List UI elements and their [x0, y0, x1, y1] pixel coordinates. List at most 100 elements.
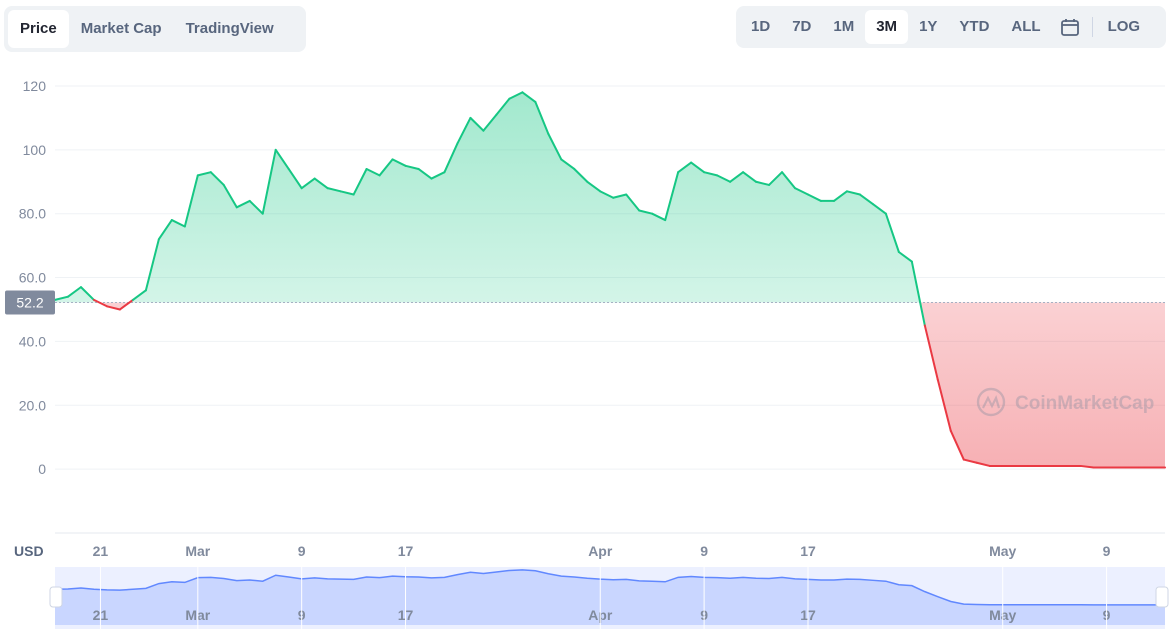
series-segment [638, 209, 654, 215]
chart-type-tabs: Price Market Cap TradingView [4, 6, 306, 52]
navigator-line [54, 569, 1165, 606]
y-tick-label: 40.0 [19, 333, 46, 349]
series-segment [326, 187, 342, 193]
series-segment [482, 113, 498, 132]
series-segment [456, 116, 472, 145]
series-segment [495, 97, 511, 116]
series-segment [755, 180, 771, 186]
series-segment [79, 286, 95, 301]
series-segment [430, 171, 446, 180]
series-segment [274, 148, 290, 170]
series-segment [196, 171, 212, 177]
y-tick-label: 100 [23, 142, 47, 158]
series-segment [677, 161, 693, 174]
series-segment [92, 298, 108, 308]
series-segment [910, 260, 926, 327]
price-series-line [54, 91, 1166, 469]
series-segment [144, 238, 160, 292]
calendar-icon[interactable] [1052, 10, 1088, 44]
series-segment [884, 212, 900, 254]
series-segment [845, 190, 861, 196]
series-segment [469, 116, 485, 132]
currency-label: USD [14, 543, 44, 559]
range-1d[interactable]: 1D [751, 18, 771, 35]
series-segment [716, 174, 732, 183]
time-range-selector: 1D 7D 1M 3M 1Y YTD ALL LOG [736, 6, 1166, 48]
watermark-text: CoinMarketCap [1015, 393, 1154, 414]
series-segment [975, 461, 991, 467]
series-segment [858, 193, 874, 206]
y-tick-label: 120 [23, 78, 47, 94]
series-segment [248, 199, 264, 215]
series-segment [573, 167, 589, 183]
series-segment [508, 91, 524, 100]
series-segment [651, 212, 667, 222]
y-tick-label: 80.0 [19, 206, 46, 222]
area-above-reference [55, 92, 921, 303]
series-segment [313, 177, 329, 190]
navigator-right-handle[interactable] [1155, 586, 1169, 608]
series-segment [599, 190, 615, 199]
tab-market-cap[interactable]: Market Cap [80, 20, 162, 37]
series-segment [612, 193, 628, 199]
area-below-reference [55, 302, 1165, 468]
series-segment [300, 177, 316, 190]
x-tick-label: 9 [1103, 543, 1111, 559]
series-segment [521, 91, 537, 103]
log-toggle[interactable]: LOG [1107, 18, 1141, 35]
series-segment [417, 167, 433, 180]
range-1y[interactable]: 1Y [919, 18, 938, 35]
series-segment [222, 183, 238, 209]
range-ytd[interactable]: YTD [959, 18, 990, 35]
x-tick-label: Apr [588, 543, 613, 559]
series-segment [365, 167, 381, 177]
reference-value-label: 52.2 [16, 294, 43, 310]
series-segment [664, 171, 680, 222]
series-segment [962, 458, 978, 464]
series-segment [897, 251, 913, 263]
series-segment [66, 286, 82, 298]
series-segment [378, 158, 394, 177]
series-segment [287, 167, 303, 190]
series-segment [54, 295, 69, 301]
range-all[interactable]: ALL [1011, 18, 1041, 35]
series-segment [443, 142, 459, 174]
series-segment [806, 193, 822, 202]
series-segment [261, 148, 277, 215]
series-segment [339, 190, 355, 196]
series-segment [768, 171, 784, 186]
x-tick-label: May [989, 543, 1016, 559]
logo-mark [982, 395, 1001, 409]
series-segment [118, 298, 134, 311]
series-segment [1079, 464, 1095, 469]
series-segment [157, 219, 173, 241]
series-segment [391, 158, 407, 167]
series-segment [794, 187, 809, 196]
series-segment [105, 305, 121, 311]
series-segment [923, 324, 939, 381]
series-segment [547, 132, 563, 161]
y-tick-label: 0 [38, 461, 46, 477]
series-segment [936, 378, 952, 432]
series-segment [742, 171, 758, 183]
tab-tradingview[interactable]: TradingView [185, 20, 274, 37]
series-segment [352, 167, 368, 196]
range-3m[interactable]: 3M [865, 10, 909, 44]
navigator-left-handle[interactable] [49, 586, 63, 608]
tab-price[interactable]: Price [8, 10, 69, 48]
x-tick-label: 9 [298, 543, 306, 559]
series-segment [871, 203, 887, 215]
range-1m[interactable]: 1M [833, 18, 855, 35]
x-axis: 21 Mar 9 17 Apr 9 17 May 9 [93, 543, 1111, 559]
series-segment [703, 171, 719, 177]
range-7d[interactable]: 7D [792, 18, 812, 35]
x-tick-label: 17 [800, 543, 816, 559]
coinmarketcap-logo-icon [976, 387, 1006, 417]
x-tick-label: 21 [93, 543, 109, 559]
x-tick-label: Mar [185, 543, 210, 559]
x-tick-label: 17 [398, 543, 414, 559]
series-segment [560, 158, 576, 170]
series-segment [690, 161, 706, 174]
